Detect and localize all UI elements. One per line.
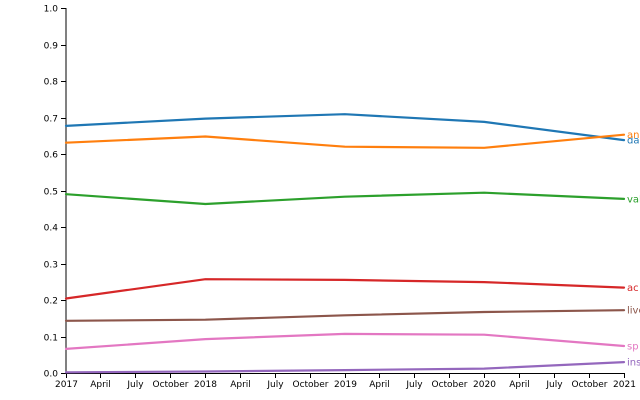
y-tick-label: 0.1 bbox=[44, 334, 58, 344]
series-label-sp: sp bbox=[627, 341, 639, 352]
x-tick-label: July bbox=[266, 380, 284, 390]
series-label-ins: ins bbox=[627, 358, 640, 369]
series-label-ac: ac bbox=[627, 283, 639, 294]
x-tick-label: 2021 bbox=[613, 380, 636, 390]
x-tick-label: April bbox=[230, 380, 251, 390]
x-tick-label: 2019 bbox=[334, 380, 357, 390]
y-tick-label: 0.6 bbox=[44, 151, 59, 161]
y-tick-label: 0.3 bbox=[44, 261, 58, 271]
series-line-live bbox=[64, 309, 626, 322]
x-tick-label: 2020 bbox=[473, 380, 496, 390]
x-tick-label: October bbox=[152, 380, 188, 390]
series-line-da bbox=[64, 113, 626, 142]
series-label-live: live bbox=[627, 306, 640, 317]
series-line-ac bbox=[64, 278, 626, 300]
y-tick-label: 0.5 bbox=[44, 188, 58, 198]
series-line-sp bbox=[64, 332, 626, 350]
series-line-an bbox=[64, 133, 626, 149]
y-tick-label: 0.9 bbox=[44, 42, 59, 52]
y-tick-label: 0.7 bbox=[44, 115, 58, 125]
y-tick-label: 0.2 bbox=[44, 297, 58, 307]
series-label-an: an bbox=[627, 130, 639, 141]
x-tick-label: April bbox=[369, 380, 390, 390]
x-tick-label: July bbox=[126, 380, 144, 390]
y-tick-label: 0.0 bbox=[44, 370, 59, 380]
x-axis: 2017 April July October 2018 April July October… bbox=[55, 373, 636, 390]
x-tick-label: October bbox=[292, 380, 328, 390]
x-tick-label: October bbox=[431, 380, 467, 390]
series-line-val bbox=[64, 191, 626, 206]
y-tick-label: 1.0 bbox=[44, 5, 59, 15]
x-tick-label: 2018 bbox=[194, 380, 217, 390]
y-tick-label: 0.8 bbox=[44, 78, 59, 88]
x-tick-label: July bbox=[405, 380, 423, 390]
y-axis: 0.0 0.1 0.2 0.3 0.4 0.5 0.6 0.7 0.8 0.9 1.0 bbox=[44, 5, 67, 380]
x-tick-label: April bbox=[90, 380, 111, 390]
x-tick-label: April bbox=[509, 380, 530, 390]
x-tick-label: July bbox=[545, 380, 563, 390]
y-tick-label: 0.4 bbox=[44, 224, 59, 234]
x-tick-label: October bbox=[571, 380, 607, 390]
series-lines bbox=[64, 113, 626, 374]
series-line-ins bbox=[64, 361, 626, 374]
series-label-val: val bbox=[627, 194, 640, 205]
x-tick-label: 2017 bbox=[55, 380, 78, 390]
series-label-da: da bbox=[627, 136, 639, 147]
